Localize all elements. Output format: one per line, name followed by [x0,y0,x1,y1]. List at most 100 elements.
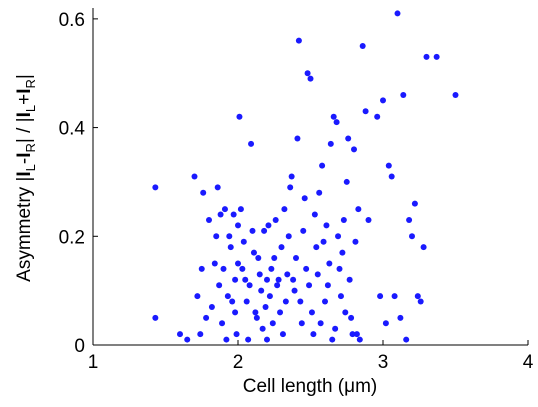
data-point [262,303,269,310]
data-point [233,331,240,338]
data-point [359,43,366,50]
y-axis-title-mid: | / | [14,117,35,143]
data-point [271,255,278,262]
data-point [397,314,404,321]
data-point [278,244,285,251]
data-point [268,265,275,272]
data-point [314,271,321,278]
data-point [243,298,250,305]
data-point [348,314,355,321]
data-point [391,293,398,300]
x-axis-title: Cell length (μm) [243,376,377,397]
data-point [417,298,424,305]
data-point [336,265,343,272]
data-point [206,216,212,223]
data-point [400,91,407,98]
data-point [235,222,241,229]
data-point [346,276,353,283]
data-point [197,331,204,338]
data-point [152,184,159,191]
data-point [352,238,359,245]
data-point [281,206,288,213]
data-point [388,173,395,180]
data-point [411,200,418,207]
data-point [374,113,381,120]
data-point [306,282,313,289]
data-point [351,146,357,153]
data-point [208,303,215,310]
data-point [394,10,401,17]
y-axis-title-i3: I [14,112,35,117]
data-point [355,206,362,213]
data-point [211,260,218,267]
data-point [356,336,363,343]
data-point [246,282,253,289]
data-point [301,195,308,202]
data-point [255,255,262,262]
y-axis-title-sub-l1: L [23,164,38,171]
plot-points [152,10,459,343]
data-point [333,119,340,126]
data-point [269,320,276,327]
data-point [340,216,347,223]
data-point [184,336,191,343]
data-point [300,227,307,234]
data-point [232,309,239,316]
y-tick-label: 0.6 [59,10,85,31]
data-point [261,227,268,234]
x-tick-label: 3 [378,352,389,373]
y-axis-title-i2: I [14,153,35,158]
data-point [258,287,265,294]
data-point [303,265,310,272]
data-point [284,271,291,278]
data-point [365,216,372,223]
data-point [291,287,298,294]
data-point [227,244,234,251]
data-point [252,309,259,316]
x-ticks: 1 2 3 4 [88,340,534,373]
data-point [295,37,302,44]
data-point [221,206,228,213]
data-point [313,244,320,251]
y-axis-title-i1: I [14,171,35,176]
data-point [223,336,230,343]
data-point [219,320,226,327]
y-tick-label: 0 [74,336,85,357]
data-point [213,233,220,240]
data-point [406,216,413,223]
data-point [326,260,333,267]
data-point [329,336,336,343]
data-point [256,271,263,278]
data-point [265,222,272,229]
x-tick-label: 2 [233,352,244,373]
y-axis-title-plus: + [14,94,35,105]
y-axis-title-i4: I [14,88,35,93]
data-point [308,309,315,316]
data-point [323,222,330,229]
data-point [245,336,252,343]
data-point [274,282,281,289]
data-point [293,255,299,262]
y-ticks: 0 0.2 0.4 0.6 [59,10,98,357]
data-point [236,113,243,120]
data-point [240,238,247,245]
data-point [232,276,239,283]
data-point [200,189,207,196]
data-point [324,282,331,289]
data-point [266,293,273,300]
data-point [298,320,305,327]
data-point [337,293,344,300]
data-point [203,314,210,321]
data-point [452,91,459,98]
data-point [198,265,205,272]
data-point [362,108,369,115]
data-point [220,265,227,272]
data-point [332,325,339,332]
data-point [290,276,297,283]
data-point [242,276,249,283]
data-point [385,162,392,169]
data-point [345,135,352,142]
data-point [304,70,311,77]
y-tick-label: 0.2 [59,227,85,248]
data-point [282,298,289,305]
